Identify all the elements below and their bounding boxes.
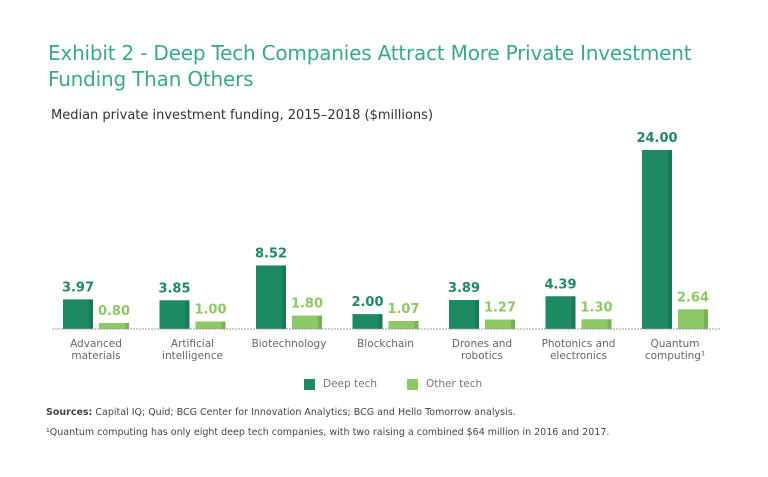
bar-shade	[668, 150, 672, 329]
bar-shade	[511, 319, 515, 329]
bar-shade	[282, 265, 286, 329]
legend-swatch-deep-tech	[304, 378, 315, 390]
legend-swatch-other-tech	[407, 378, 419, 390]
category-label: Biotechnology	[252, 338, 327, 350]
data-label: 0.80	[98, 304, 130, 319]
category-label: intelligence	[162, 350, 223, 362]
category-label: Quantum	[650, 338, 699, 350]
data-label: 24.00	[636, 131, 677, 146]
bar-other-tech	[485, 319, 515, 329]
bar-shade	[607, 319, 612, 329]
category-label: Photonics and	[542, 338, 616, 350]
data-label: 1.07	[387, 302, 419, 317]
bar-deep-tech	[449, 299, 479, 329]
category-label: Artificial	[171, 338, 214, 350]
category-label: Blockchain	[357, 338, 414, 350]
data-label: 3.97	[62, 280, 94, 295]
data-label: 3.85	[158, 281, 190, 296]
bar-shade	[378, 314, 383, 329]
data-label: 1.00	[194, 303, 226, 318]
legend-item-other-tech: Other tech	[407, 378, 482, 390]
chart-title: Exhibit 2 - Deep Tech Companies Attract …	[48, 41, 692, 91]
bar-shade	[185, 300, 190, 329]
bar-deep-tech	[642, 150, 672, 329]
sources-label: Sources:	[46, 407, 93, 418]
bar-shade	[318, 315, 322, 329]
data-label: 1.80	[291, 297, 323, 312]
footnote: ¹Quantum computing has only eight deep t…	[46, 427, 610, 438]
legend-label: Deep tech	[323, 378, 378, 390]
data-label: 2.64	[677, 290, 709, 305]
legend: Deep tech Other tech	[304, 378, 482, 390]
bar-other-tech	[292, 315, 322, 329]
category-label: computing¹	[645, 350, 705, 362]
bar-shade	[414, 321, 419, 329]
bar-shade	[475, 299, 479, 329]
category-label: materials	[71, 350, 120, 362]
chart-subtitle: Median private investment funding, 2015–…	[51, 108, 434, 123]
data-label: 1.27	[484, 301, 516, 316]
bar-deep-tech	[352, 314, 383, 329]
bar-shade	[125, 323, 129, 329]
data-label: 3.89	[448, 281, 480, 296]
bar-other-tech	[195, 321, 226, 329]
bar-shade	[571, 296, 576, 329]
category-label: robotics	[461, 350, 503, 362]
bar-other-tech	[388, 321, 419, 329]
data-label: 8.52	[255, 246, 287, 261]
category-label: Advanced	[70, 338, 122, 350]
legend-item-deep-tech: Deep tech	[304, 378, 377, 390]
bar-deep-tech	[545, 296, 576, 329]
bar-deep-tech	[63, 299, 93, 329]
sources-text: Capital IQ; Quid; BCG Center for Innovat…	[92, 407, 516, 418]
bar-deep-tech	[256, 265, 286, 329]
bar-other-tech	[581, 319, 612, 329]
legend-label: Other tech	[426, 378, 483, 390]
bar-other-tech	[678, 309, 708, 329]
sources: Sources: Capital IQ; Quid; BCG Center fo…	[46, 407, 516, 418]
data-label: 4.39	[544, 277, 576, 292]
bar-shade	[221, 321, 226, 329]
bar-other-tech	[99, 323, 129, 329]
data-label: 2.00	[351, 295, 383, 310]
bar-shade	[704, 309, 708, 329]
category-label: Drones and	[452, 338, 512, 350]
bar-shade	[89, 299, 93, 329]
data-label: 1.30	[580, 300, 612, 315]
bar-deep-tech	[159, 300, 190, 329]
category-label: electronics	[550, 350, 607, 362]
